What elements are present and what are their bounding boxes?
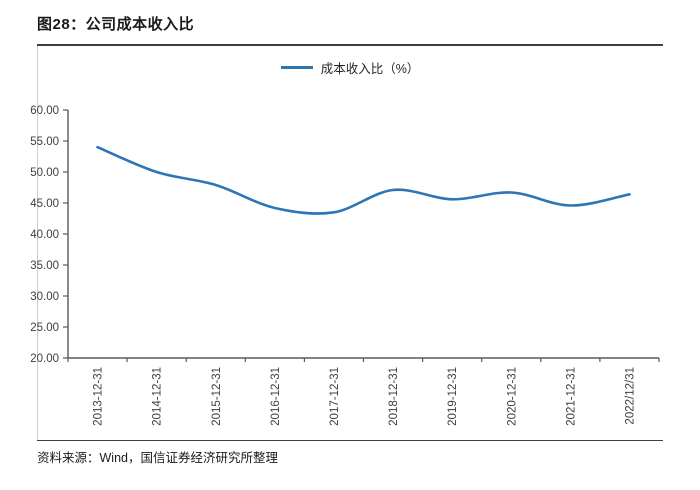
figure-source: 资料来源：Wind，国信证券经济研究所整理	[37, 451, 278, 465]
title-divider	[37, 44, 663, 46]
series-line-cost-income-ratio	[96, 145, 631, 215]
y-tick-label: 25.00	[30, 322, 59, 334]
x-tick-label: 2015-12-31	[211, 367, 223, 426]
y-tick-label: 30.00	[30, 291, 59, 303]
chart-legend: 成本收入比（%）	[37, 58, 663, 77]
x-tick-label: 2014-12-31	[152, 367, 164, 426]
y-tick-label: 50.00	[30, 167, 59, 179]
y-tick-label: 55.00	[30, 136, 59, 148]
x-tick-label: 2017-12-31	[329, 367, 341, 426]
x-tick-label: 2021-12-31	[565, 367, 577, 426]
legend-label: 成本收入比（%）	[320, 62, 420, 76]
cost-income-ratio-chart: 20.00 25.00 30.00 35.00 40.00 45.00 50.00 55.00…	[30, 105, 660, 426]
y-tick-label: 35.00	[30, 260, 59, 272]
x-tick-label: 2013-12-31	[93, 367, 105, 426]
x-tick-label: 2020-12-31	[506, 367, 518, 426]
y-tick-label: 20.00	[30, 353, 59, 365]
y-tick-label: 60.00	[30, 105, 59, 117]
left-accent-line	[37, 46, 38, 440]
y-tick-label: 40.00	[30, 229, 59, 241]
x-tick-label: 2022/12/31	[624, 367, 636, 425]
x-tick-label: 2019-12-31	[447, 367, 459, 426]
x-tick-label: 2018-12-31	[388, 367, 400, 426]
legend-line-swatch	[280, 66, 313, 69]
y-tick-label: 45.00	[30, 198, 59, 210]
x-tick-label: 2016-12-31	[270, 367, 282, 426]
figure-title: 图28：公司成本收入比	[37, 16, 195, 33]
footer-divider	[37, 440, 663, 441]
